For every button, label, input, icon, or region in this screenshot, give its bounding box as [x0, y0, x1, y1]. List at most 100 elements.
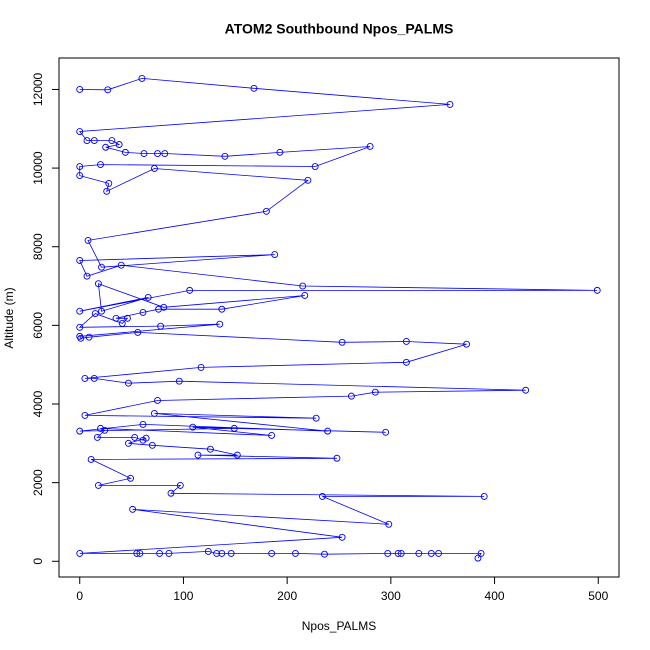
- data-point: [148, 441, 156, 449]
- data-point: [324, 427, 332, 435]
- x-tick-label: 100: [173, 589, 193, 603]
- data-point: [230, 424, 238, 432]
- data-point: [216, 320, 224, 328]
- data-point: [138, 74, 146, 82]
- data-point: [206, 445, 214, 453]
- x-tick-label: 200: [277, 589, 297, 603]
- data-point: [125, 379, 132, 387]
- data-point: [127, 474, 135, 482]
- data-point: [125, 439, 132, 447]
- data-point: [186, 286, 194, 294]
- plot-frame: [58, 57, 620, 578]
- data-point: [227, 549, 235, 557]
- data-point: [105, 179, 113, 187]
- data-point: [90, 374, 98, 382]
- data-point: [84, 236, 92, 244]
- data-point: [347, 392, 355, 400]
- data-point: [477, 549, 485, 557]
- data-point: [83, 137, 91, 145]
- data-point: [189, 423, 197, 431]
- y-tick-label: 2000: [31, 469, 45, 496]
- y-tick-label: 10000: [31, 151, 45, 185]
- data-point: [175, 377, 183, 385]
- y-tick-label: 0: [31, 558, 45, 565]
- data-point: [384, 549, 392, 557]
- y-tick-label: 12000: [31, 72, 45, 106]
- data-point: [87, 455, 95, 463]
- data-point: [221, 152, 229, 160]
- data-point: [522, 386, 530, 394]
- data-point: [156, 549, 164, 557]
- data-point: [81, 411, 89, 419]
- data-point: [271, 251, 279, 259]
- data-point: [101, 426, 109, 434]
- x-tick-label: 300: [381, 589, 401, 603]
- data-point: [139, 308, 147, 316]
- data-point: [142, 434, 150, 442]
- data-point: [90, 137, 98, 145]
- data-point: [165, 549, 173, 557]
- data-point: [194, 451, 202, 459]
- data-point: [76, 257, 84, 264]
- data-point: [91, 310, 99, 318]
- data-point: [463, 340, 471, 348]
- data-point: [81, 374, 89, 382]
- data-point: [268, 549, 276, 557]
- data-point: [397, 549, 405, 557]
- data-point: [291, 549, 299, 557]
- data-point: [139, 420, 147, 428]
- data-point: [435, 549, 443, 557]
- data-point: [140, 150, 148, 157]
- data-point: [427, 549, 435, 557]
- data-point: [385, 520, 393, 528]
- data-point: [98, 263, 105, 271]
- data-point: [311, 163, 319, 170]
- data-point: [218, 549, 226, 557]
- data-point: [402, 338, 410, 345]
- data-line: [78, 77, 598, 559]
- data-point: [262, 207, 270, 215]
- y-tick-label: 8000: [31, 233, 45, 260]
- data-point: [133, 549, 141, 557]
- data-point: [93, 433, 101, 441]
- data-point: [204, 547, 212, 555]
- data-point: [154, 150, 161, 157]
- data-point: [94, 481, 102, 489]
- data-point: [338, 533, 346, 541]
- data-point: [218, 305, 226, 313]
- data-point: [276, 148, 284, 156]
- data-point: [446, 100, 454, 108]
- data-point: [115, 141, 123, 148]
- data-point: [94, 280, 102, 288]
- data-point: [268, 432, 276, 439]
- data-point: [97, 161, 104, 169]
- data-point: [97, 424, 104, 432]
- data-point: [102, 143, 110, 151]
- data-point: [104, 86, 112, 94]
- data-point: [150, 165, 158, 172]
- data-point: [76, 128, 84, 135]
- data-point: [233, 451, 241, 459]
- data-point: [154, 397, 161, 404]
- data-point: [77, 334, 85, 342]
- data-point: [85, 333, 93, 341]
- x-tick-label: 400: [485, 589, 505, 603]
- data-point: [76, 549, 84, 557]
- data-point: [118, 319, 126, 327]
- data-point: [197, 363, 205, 371]
- data-point: [371, 388, 379, 396]
- data-point: [129, 505, 137, 513]
- data-point: [157, 322, 165, 330]
- data-point: [366, 143, 374, 150]
- data-point: [103, 187, 111, 195]
- data-point: [318, 492, 326, 500]
- data-point: [136, 549, 144, 557]
- data-point: [250, 84, 258, 92]
- data-point: [112, 314, 120, 322]
- data-point: [123, 314, 131, 322]
- y-axis-label: Altitude (m): [2, 287, 16, 348]
- data-point: [117, 261, 125, 269]
- data-point: [144, 293, 152, 301]
- data-point: [131, 433, 139, 441]
- data-point: [161, 150, 169, 157]
